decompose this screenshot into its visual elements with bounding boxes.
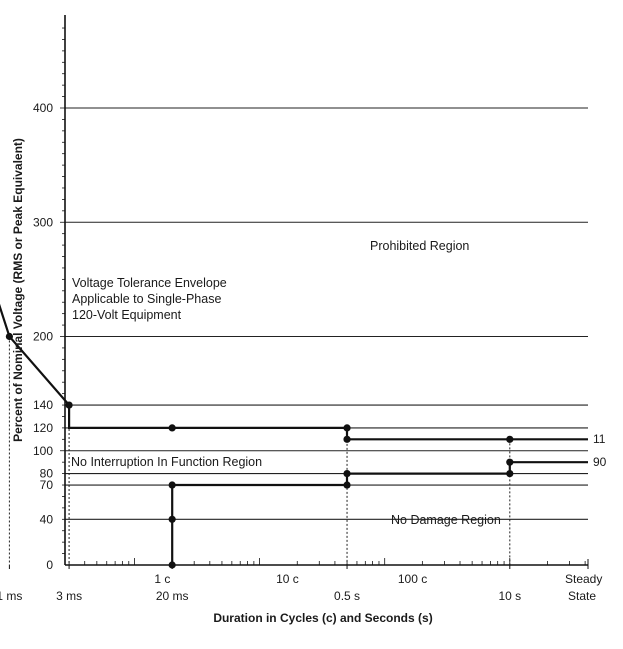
x-tick-label-bottom-5: 20 ms — [156, 589, 189, 603]
series-1-marker-6 — [506, 458, 514, 466]
x-tick-label-top-1: 10 c — [276, 572, 299, 586]
annotation-prohibited-region: Prohibited Region — [370, 239, 469, 253]
y-tick-label-120: 120 — [33, 421, 53, 435]
x-tick-label-bottom-7: 10 s — [498, 589, 521, 603]
y-tick-label-300: 300 — [33, 215, 53, 229]
x-tick-label-bottom-3: 1 ms — [0, 589, 22, 603]
series-0-marker-3 — [343, 424, 351, 432]
right-label-90: 90 — [593, 455, 607, 469]
y-tick-label-100: 100 — [33, 444, 53, 458]
y-tick-label-70: 70 — [40, 478, 54, 492]
steady-state-label-2: State — [568, 589, 596, 603]
y-axis-title: Percent of Nominal Voltage (RMS or Peak … — [11, 138, 25, 442]
series-1-marker-1 — [168, 515, 176, 523]
vertical-reference-lines — [8, 336, 511, 565]
series-0-marker-1 — [65, 401, 73, 409]
x-tick-label-top-2: 100 c — [398, 572, 427, 586]
annotation-envelope-line-3: 120-Volt Equipment — [72, 308, 182, 322]
y-tick-label-80: 80 — [40, 467, 54, 481]
series-0-marker-0 — [5, 332, 13, 341]
y-tick-label-140: 140 — [33, 398, 53, 412]
series-1-marker-2 — [168, 481, 176, 489]
annotation-no-damage-region: No Damage Region — [391, 513, 501, 527]
x-axis-title: Duration in Cycles (c) and Seconds (s) — [213, 611, 432, 625]
series-1-marker-4 — [343, 470, 351, 478]
series-1-marker-5 — [506, 470, 514, 478]
annotation-envelope-line-2: Applicable to Single-Phase — [72, 292, 221, 306]
x-tick-label-top-0: 1 c — [154, 572, 170, 586]
series-0-marker-5 — [506, 435, 514, 443]
series-0-marker-4 — [343, 435, 351, 443]
series-layer — [0, 303, 588, 569]
series-line-0 — [0, 303, 588, 441]
right-label-110: 11 — [593, 432, 606, 446]
y-tick-label-200: 200 — [33, 330, 53, 344]
label-layer: 04070801001201402003004001 us.001 c0.01 … — [0, 101, 521, 603]
annotation-no-interruption-region: No Interruption In Function Region — [71, 455, 262, 469]
steady-state-label-1: Steady — [565, 572, 602, 586]
y-tick-label-400: 400 — [33, 101, 53, 115]
series-1-marker-3 — [343, 481, 351, 489]
x-tick-label-bottom-4: 3 ms — [56, 589, 82, 603]
series-1-marker-0 — [168, 561, 176, 569]
series-line-1 — [171, 461, 588, 565]
y-tick-label-40: 40 — [40, 512, 54, 526]
axes — [8, 15, 589, 569]
x-tick-label-bottom-6: 0.5 s — [334, 589, 360, 603]
series-0-marker-2 — [168, 424, 176, 432]
y-tick-label-0: 0 — [46, 558, 53, 572]
annotation-envelope-line-1: Voltage Tolerance Envelope — [72, 276, 227, 290]
